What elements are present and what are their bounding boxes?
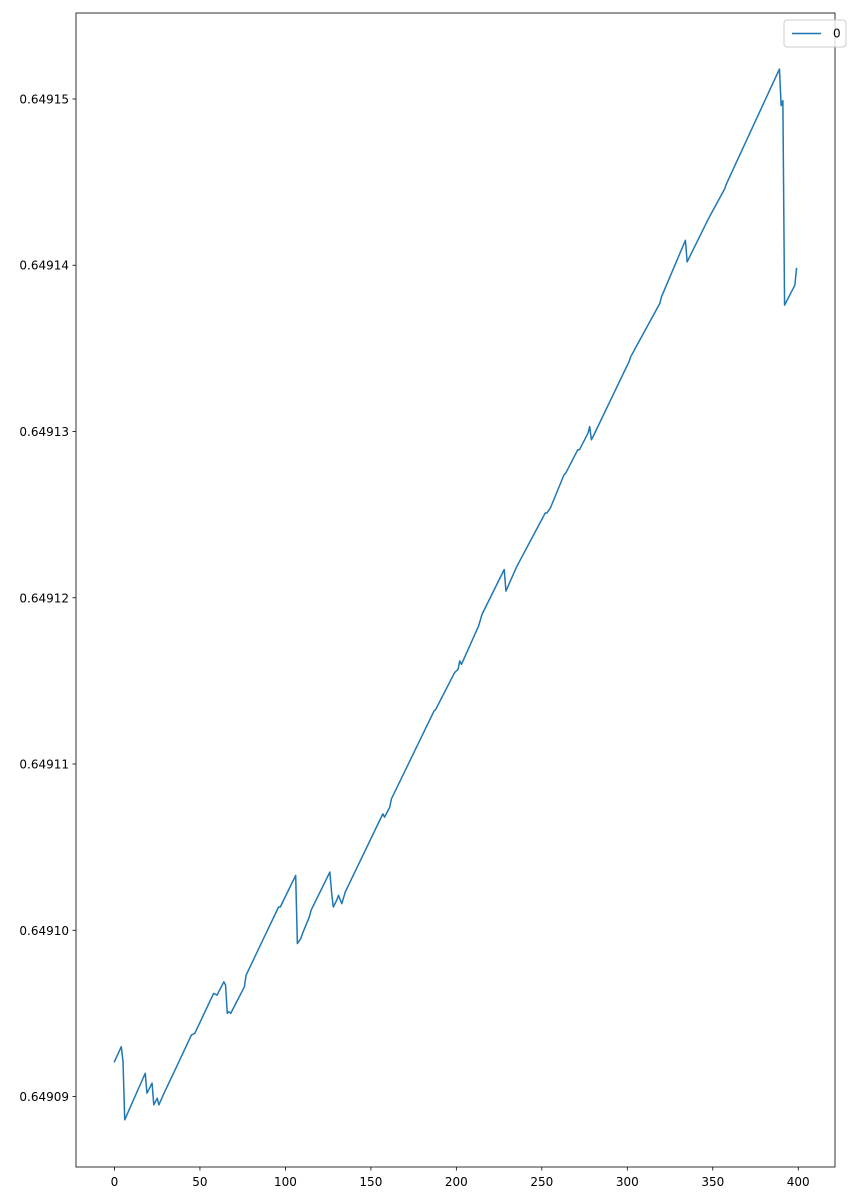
x-tick-label: 200 <box>445 1175 468 1189</box>
x-tick-label: 250 <box>530 1175 553 1189</box>
x-tick-label: 0 <box>111 1175 119 1189</box>
x-tick-label: 300 <box>616 1175 639 1189</box>
y-tick-label: 0.64910 <box>19 924 69 938</box>
x-tick-label: 350 <box>701 1175 724 1189</box>
y-tick-label: 0.64909 <box>19 1090 69 1104</box>
x-tick-label: 100 <box>274 1175 297 1189</box>
legend-label: 0 <box>833 27 841 41</box>
legend: 0 <box>783 19 847 48</box>
plot-layer <box>113 68 798 1121</box>
y-tick-label: 0.64912 <box>19 591 69 605</box>
axes-layer: 0 50 100 150 200 250 300 350 400 0.64909 0.64910 0.… <box>19 12 836 1189</box>
y-tick-label: 0.64911 <box>19 758 69 772</box>
x-tick-label: 50 <box>192 1175 207 1189</box>
y-tick-label: 0.64913 <box>19 425 69 439</box>
axes-frame <box>75 12 836 1168</box>
series-line-0 <box>113 68 798 1121</box>
x-tick-label: 400 <box>787 1175 810 1189</box>
y-tick-label: 0.64914 <box>19 259 69 273</box>
x-tick-label: 150 <box>359 1175 382 1189</box>
y-tick-label: 0.64915 <box>19 92 69 106</box>
